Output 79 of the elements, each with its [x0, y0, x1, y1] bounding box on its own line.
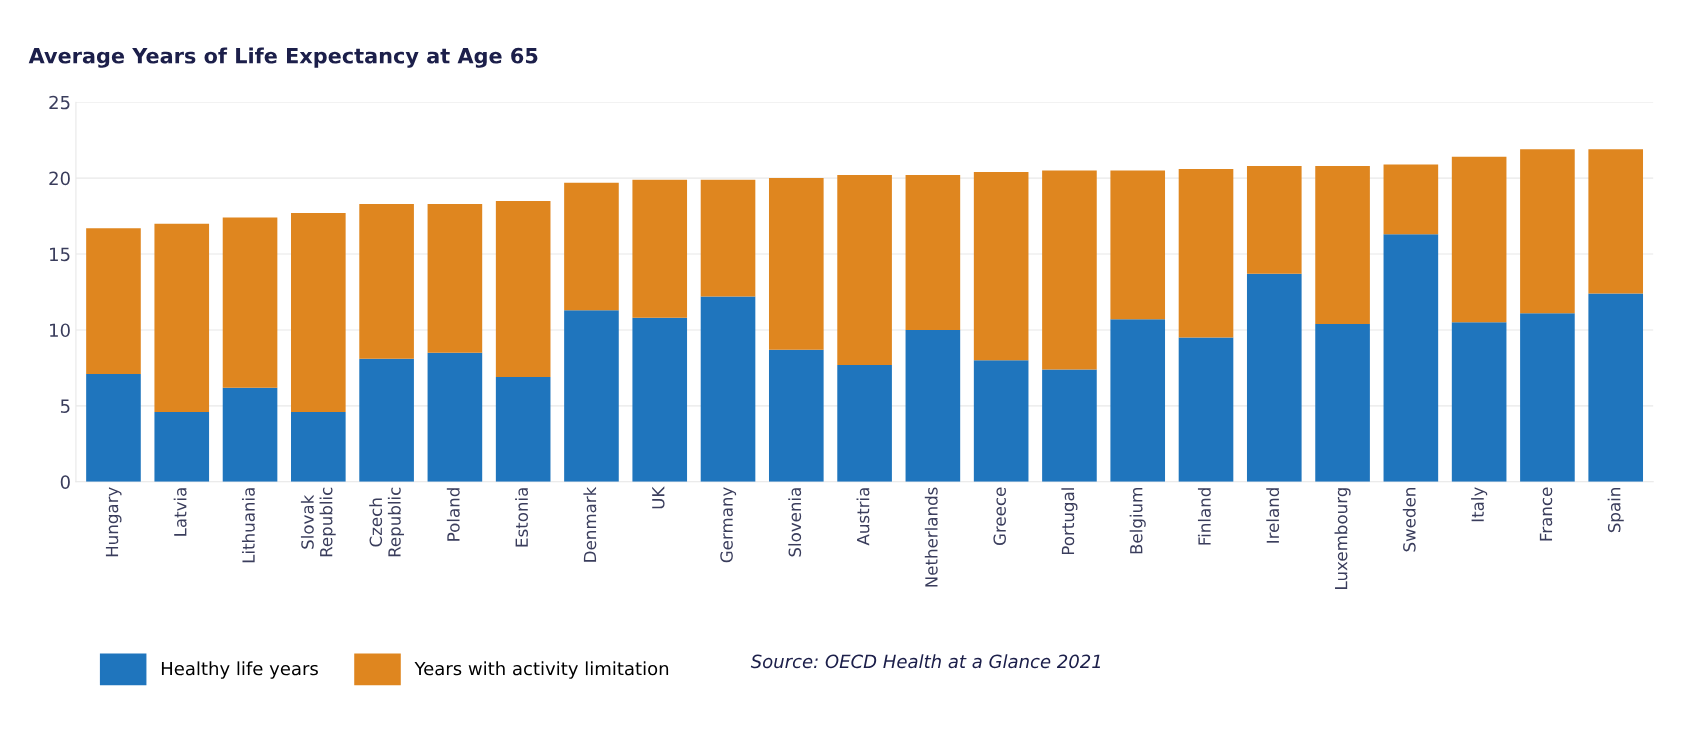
bar	[905, 329, 961, 482]
bar	[86, 228, 141, 374]
x-tick-label: Lithuania	[241, 488, 255, 563]
x-tick-label: France	[1539, 487, 1553, 541]
x-tick-label: Poland	[446, 488, 460, 541]
x-tick-label: Slovenia	[788, 488, 802, 557]
y-tick-label: 15	[50, 247, 70, 262]
bar	[973, 172, 1029, 361]
bar	[291, 213, 346, 412]
x-tick-label: Denmark	[583, 486, 597, 562]
bar	[154, 411, 210, 482]
bar	[1246, 165, 1302, 274]
bar	[1178, 337, 1234, 482]
bar	[700, 296, 756, 482]
bar	[427, 203, 483, 353]
bar	[359, 203, 414, 359]
bar	[905, 175, 961, 330]
bar	[973, 360, 1029, 482]
bar	[837, 175, 892, 365]
bar	[1520, 313, 1575, 482]
bar	[837, 364, 892, 482]
x-tick-label: Czech Republic	[369, 487, 404, 557]
bar	[1110, 170, 1166, 320]
bar	[564, 182, 619, 311]
y-tick-label: 20	[49, 171, 70, 186]
bar	[564, 310, 619, 482]
bar	[1246, 273, 1302, 482]
bar	[222, 217, 278, 388]
x-tick-label: Sweden	[1402, 488, 1416, 552]
y-tick-label: 25	[49, 95, 70, 110]
x-tick-label: Italy	[1471, 487, 1488, 522]
y-tick-label: 10	[50, 323, 70, 338]
x-tick-label: Latvia	[173, 488, 187, 536]
bar	[1588, 293, 1644, 482]
bar	[700, 179, 756, 297]
x-tick-label: Germany	[720, 487, 737, 563]
legend-label: Years with activity limitation	[414, 661, 669, 679]
x-tick-label: Finland	[1197, 488, 1211, 545]
chart-title: Average Years of Life Expectancy at Age 65	[28, 47, 538, 68]
x-tick-label: Belgium	[1129, 488, 1146, 554]
bar	[1178, 169, 1234, 338]
x-tick-label: Netherlands	[924, 487, 938, 587]
bar	[86, 373, 141, 482]
bar	[154, 223, 210, 412]
bar	[1315, 323, 1370, 482]
bar	[291, 411, 346, 482]
x-tick-label: UK	[652, 486, 665, 509]
bar	[1383, 164, 1439, 235]
bar	[1042, 170, 1097, 370]
y-tick-label: 5	[60, 399, 70, 413]
bar	[1451, 322, 1507, 482]
bar	[1520, 149, 1575, 314]
x-tick-label: Estonia	[515, 488, 529, 547]
bar	[359, 358, 414, 482]
x-tick-label: Slovak Republic	[300, 487, 336, 557]
bar	[427, 352, 483, 482]
bar	[222, 387, 278, 482]
x-tick-label: Austria	[856, 488, 870, 546]
bar	[768, 178, 824, 350]
legend-label: Healthy life years	[161, 661, 318, 679]
bar	[1383, 234, 1439, 482]
bar	[1110, 319, 1166, 482]
y-tick-label: 0	[60, 475, 70, 489]
x-tick-label: Portugal	[1061, 488, 1078, 555]
bar	[632, 179, 688, 318]
bar	[1315, 165, 1370, 324]
x-tick-label: Greece	[993, 487, 1006, 546]
source-note: Source: OECD Health at a Glance 2021	[750, 654, 1101, 669]
bar	[1451, 156, 1507, 323]
x-tick-label: Luxembourg	[1334, 488, 1351, 589]
bar	[1588, 149, 1644, 294]
x-tick-label: Hungary	[105, 487, 122, 557]
bar	[632, 317, 688, 482]
bar	[495, 377, 551, 482]
x-tick-label: Ireland	[1266, 488, 1280, 543]
bar	[768, 349, 824, 482]
bar	[1042, 369, 1097, 482]
x-tick-label: Spain	[1607, 488, 1624, 533]
bar	[495, 200, 551, 378]
